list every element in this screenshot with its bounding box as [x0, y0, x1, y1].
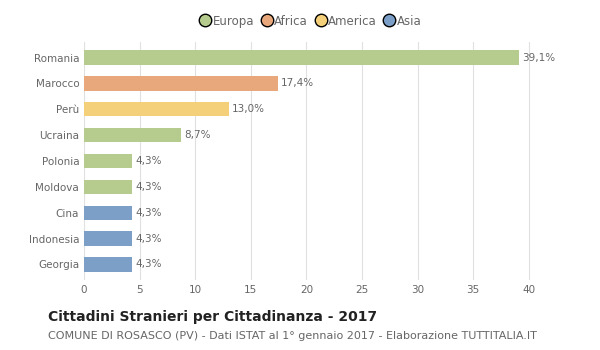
Text: 4,3%: 4,3% — [135, 208, 161, 218]
Bar — [84, 205, 132, 220]
Text: 8,7%: 8,7% — [184, 130, 211, 140]
Bar — [84, 76, 278, 91]
Legend: Europa, Africa, America, Asia: Europa, Africa, America, Asia — [197, 10, 427, 32]
Text: 4,3%: 4,3% — [135, 156, 161, 166]
Text: 39,1%: 39,1% — [522, 52, 556, 63]
Bar — [84, 50, 519, 65]
Text: COMUNE DI ROSASCO (PV) - Dati ISTAT al 1° gennaio 2017 - Elaborazione TUTTITALIA: COMUNE DI ROSASCO (PV) - Dati ISTAT al 1… — [48, 331, 537, 341]
Bar — [84, 128, 181, 142]
Bar — [84, 102, 229, 116]
Text: 13,0%: 13,0% — [232, 104, 265, 114]
Text: 17,4%: 17,4% — [281, 78, 314, 89]
Bar — [84, 180, 132, 194]
Text: Cittadini Stranieri per Cittadinanza - 2017: Cittadini Stranieri per Cittadinanza - 2… — [48, 310, 377, 324]
Text: 4,3%: 4,3% — [135, 259, 161, 270]
Bar — [84, 231, 132, 246]
Text: 4,3%: 4,3% — [135, 233, 161, 244]
Bar — [84, 154, 132, 168]
Bar — [84, 257, 132, 272]
Text: 4,3%: 4,3% — [135, 182, 161, 192]
